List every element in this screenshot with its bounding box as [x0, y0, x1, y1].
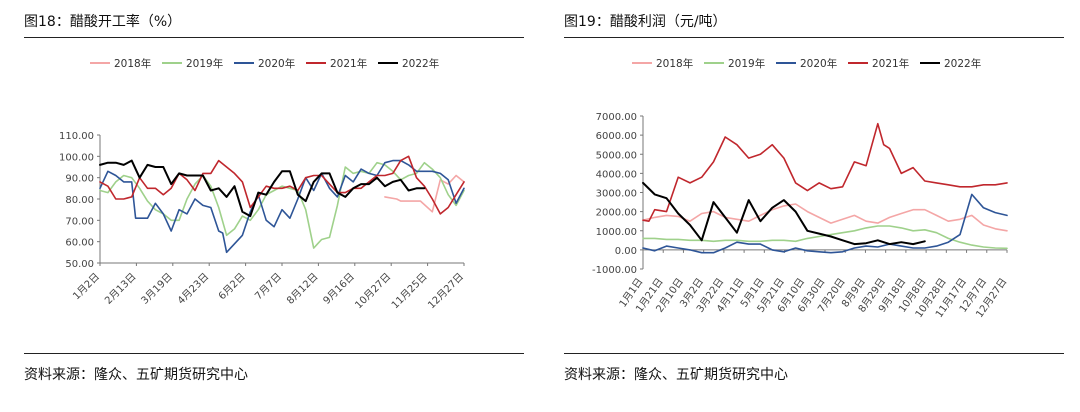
series-line	[642, 225, 1008, 250]
chart-panel-left: 图18：醋酸开工率（%） 2018年 2019年 2020年 2021年 2022年 50…	[24, 14, 524, 383]
chart-panel-right: 图19：醋酸利润（元/吨） 2018年 2019年 2020年 2021年 2022年 -…	[540, 0, 1080, 412]
legend-label: 2019年	[186, 57, 223, 70]
y-tick-label: -1000.00	[592, 265, 637, 276]
chart-title: 图19：醋酸利润（元/吨）	[564, 14, 727, 30]
y-tick-label: 80.00	[65, 195, 94, 206]
y-tick-label: 110.00	[59, 131, 94, 142]
source-note: 资料来源：隆众、五矿期货研究中心	[564, 367, 788, 383]
top-rule	[564, 37, 1064, 38]
x-tick-label: 8月12日	[284, 271, 320, 307]
legend-label: 2021年	[330, 57, 367, 70]
legend-label: 2021年	[872, 57, 909, 70]
y-tick-label: 2000.00	[596, 208, 637, 219]
legend-label: 2020年	[258, 57, 295, 70]
y-tick-label: 3000.00	[596, 189, 637, 200]
y-tick-label: 6000.00	[596, 131, 637, 142]
x-tick-label: 4月23日	[175, 271, 211, 307]
y-tick-label: 5000.00	[596, 150, 637, 161]
x-tick-label: 1月2日	[70, 271, 102, 303]
series-line	[642, 122, 1008, 222]
legend-label: 2019年	[728, 57, 765, 70]
source-note: 资料来源：隆众、五矿期货研究中心	[24, 367, 248, 383]
x-tick-label: 9月16日	[321, 271, 357, 307]
x-tick-label: 3月19日	[139, 271, 175, 307]
series-line	[642, 181, 926, 246]
x-tick-label: 10月27日	[353, 271, 394, 312]
legend-label: 2018年	[656, 57, 693, 70]
y-tick-label: 100.00	[59, 152, 94, 163]
series-line	[642, 203, 1008, 232]
x-tick-label: 12月27日	[425, 271, 466, 312]
chart-0: 2018年 2019年 2020年 2021年 2022年 50.00 60.00 70.00…	[59, 57, 466, 312]
y-tick-label: 0.00	[615, 246, 637, 257]
x-tick-label: 11月25日	[389, 271, 430, 312]
y-tick-label: 60.00	[65, 238, 94, 249]
top-rule	[24, 37, 524, 38]
series-line	[384, 174, 465, 213]
x-tick-label: 7月7日	[252, 271, 284, 303]
y-tick-label: 1000.00	[596, 227, 637, 238]
series-line	[642, 193, 1008, 254]
series-line	[99, 155, 465, 215]
chart-1: 2018年 2019年 2020年 2021年 2022年 -1000.00 0.00 100…	[592, 57, 1009, 320]
x-tick-label: 2月13日	[102, 271, 138, 307]
y-tick-label: 4000.00	[596, 169, 637, 180]
y-tick-label: 90.00	[65, 174, 94, 185]
legend-label: 2018年	[114, 57, 151, 70]
x-tick-label: 6月2日	[216, 271, 248, 303]
bottom-rule	[24, 353, 524, 354]
legend-label: 2022年	[402, 57, 439, 70]
bottom-rule	[564, 353, 1064, 354]
y-tick-label: 50.00	[65, 259, 94, 270]
series-line	[99, 159, 426, 218]
legend-label: 2022年	[944, 57, 981, 70]
series-line	[99, 159, 465, 254]
y-tick-label: 70.00	[65, 216, 94, 227]
chart-title: 图18：醋酸开工率（%）	[24, 14, 182, 30]
legend-label: 2020年	[800, 57, 837, 70]
y-tick-label: 7000.00	[596, 112, 637, 123]
